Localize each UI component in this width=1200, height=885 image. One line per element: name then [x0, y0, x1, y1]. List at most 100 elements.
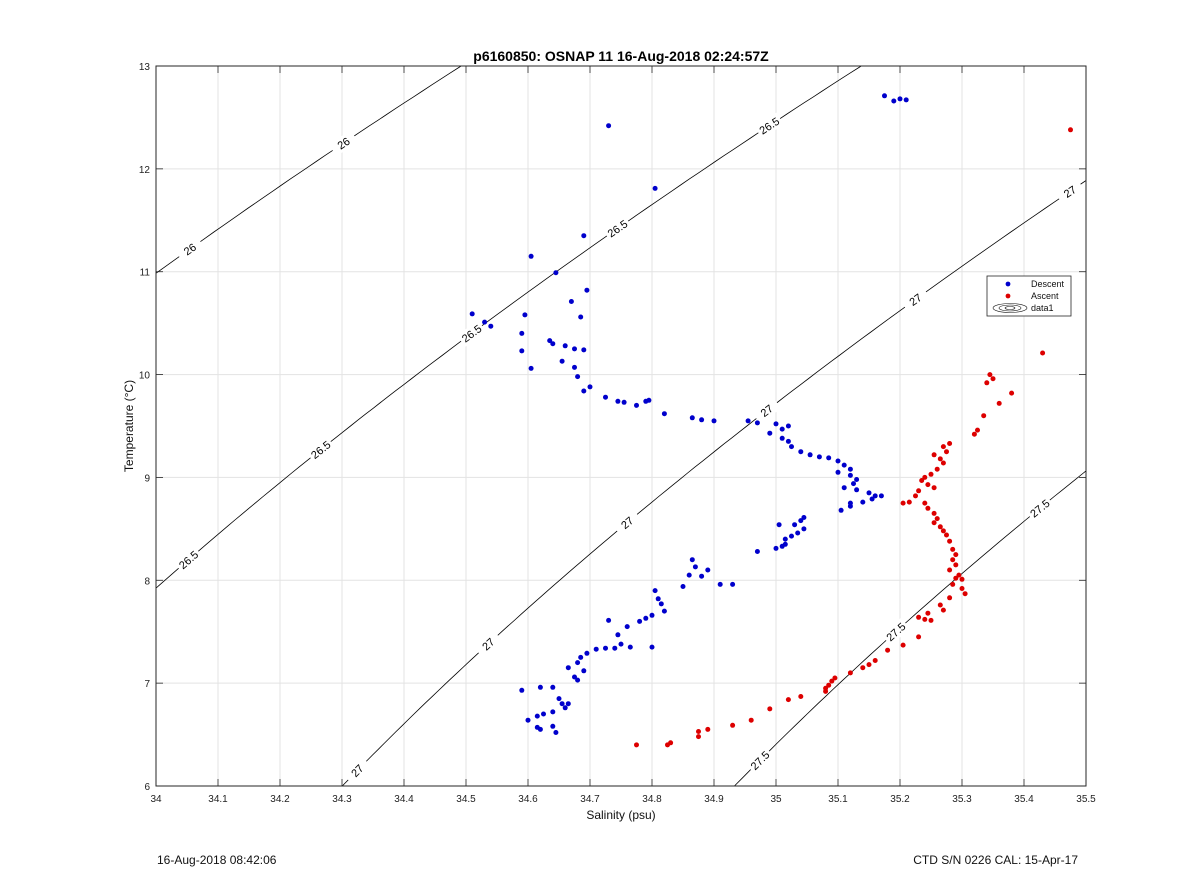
- ascent-point: [981, 413, 987, 419]
- descent-point: [528, 365, 534, 371]
- ascent-point: [634, 742, 639, 748]
- ascent-point: [990, 376, 996, 382]
- descent-point: [559, 701, 565, 707]
- x-tick-label: 35.1: [828, 794, 848, 805]
- descent-point: [488, 323, 494, 329]
- descent-point: [550, 709, 556, 715]
- descent-point: [519, 330, 525, 336]
- descent-point: [717, 581, 723, 587]
- ascent-point: [866, 662, 872, 668]
- descent-point: [575, 677, 581, 683]
- contour-label-bg: [456, 320, 487, 347]
- ascent-point: [919, 478, 925, 483]
- x-tick-label: 34.8: [642, 794, 662, 805]
- contour-label: 27: [1062, 184, 1079, 201]
- ascent-point: [962, 591, 968, 597]
- contour-label: 27: [908, 292, 925, 309]
- descent-point: [550, 341, 556, 347]
- ascent-point: [705, 726, 711, 732]
- descent-point: [584, 650, 590, 656]
- data-series: [469, 93, 1073, 748]
- grid: [156, 66, 1086, 786]
- descent-point: [643, 615, 649, 621]
- descent-point: [847, 466, 853, 472]
- descent-point: [838, 507, 844, 513]
- ascent-point: [925, 482, 931, 488]
- descent-point: [612, 645, 618, 651]
- x-tick-label: 34.4: [394, 794, 414, 805]
- ascent-point: [950, 557, 956, 563]
- ascent-point: [937, 524, 943, 530]
- ascent-point: [959, 576, 965, 582]
- ascent-point: [940, 460, 946, 466]
- ascent-point: [913, 493, 918, 499]
- ascent-point: [696, 734, 701, 740]
- descent-point: [779, 426, 785, 432]
- descent-point: [537, 726, 543, 732]
- contour-label-bg: [881, 617, 911, 646]
- ascent-point: [984, 380, 990, 386]
- descent-point: [730, 581, 736, 587]
- descent-point: [872, 493, 878, 499]
- x-tick-label: 34.6: [518, 794, 538, 805]
- ascent-point: [947, 441, 953, 446]
- descent-point: [689, 415, 695, 421]
- descent-point: [587, 384, 593, 390]
- ascent-point: [953, 562, 959, 568]
- ascent-point: [971, 431, 977, 437]
- descent-point: [519, 687, 525, 693]
- descent-point: [661, 608, 667, 614]
- contour-label: 26: [182, 241, 199, 258]
- ascent-point: [916, 488, 922, 494]
- descent-point: [652, 588, 658, 594]
- descent-point: [649, 612, 655, 618]
- ascent-point: [922, 616, 928, 622]
- descent-point: [469, 311, 475, 317]
- contour-label-bg: [754, 112, 784, 139]
- descent-point: [603, 645, 608, 651]
- ascent-point: [826, 682, 832, 688]
- x-tick-label: 35.3: [952, 794, 972, 805]
- descent-point: [891, 98, 897, 104]
- descent-point: [637, 618, 643, 624]
- contour-line: [156, 66, 862, 589]
- descent-point: [699, 417, 705, 423]
- x-tick-label: 34.2: [270, 794, 290, 805]
- legend-contour-icon: [992, 303, 1028, 313]
- ascent-series: [634, 127, 1073, 748]
- descent-point: [581, 388, 587, 394]
- descent-point: [482, 319, 488, 325]
- legend-descent-label: Descent: [1031, 279, 1065, 289]
- descent-point: [754, 420, 760, 426]
- descent-point: [847, 500, 853, 506]
- ascent-point: [931, 510, 937, 516]
- descent-point: [575, 374, 581, 380]
- descent-point: [782, 536, 788, 542]
- descent-point: [776, 522, 782, 528]
- descent-point: [553, 730, 559, 735]
- descent-point: [572, 346, 577, 352]
- descent-point: [575, 660, 581, 666]
- ascent-point: [906, 499, 912, 505]
- y-tick-label: 9: [144, 473, 150, 484]
- ascent-point: [916, 634, 922, 640]
- ascent-point: [900, 642, 906, 648]
- ascent-point: [925, 610, 931, 616]
- contour-label-bg: [752, 397, 782, 425]
- ascent-point: [975, 427, 980, 433]
- descent-point: [661, 411, 667, 417]
- y-axis-label: Temperature (°C): [122, 380, 136, 472]
- ascent-point: [950, 546, 956, 552]
- descent-point: [773, 545, 779, 551]
- descent-point: [550, 723, 556, 729]
- descent-point: [841, 485, 847, 491]
- descent-point: [565, 665, 571, 671]
- descent-point: [847, 472, 853, 478]
- legend-box: [986, 275, 1072, 317]
- contour-label-bg: [175, 235, 205, 263]
- chart-title: p6160850: OSNAP 11 16-Aug-2018 02:24:57Z: [473, 48, 769, 64]
- descent-point: [556, 696, 562, 702]
- contour-label-bg: [900, 286, 931, 313]
- x-tick-label: 34.3: [332, 794, 352, 805]
- ascent-point: [916, 614, 922, 620]
